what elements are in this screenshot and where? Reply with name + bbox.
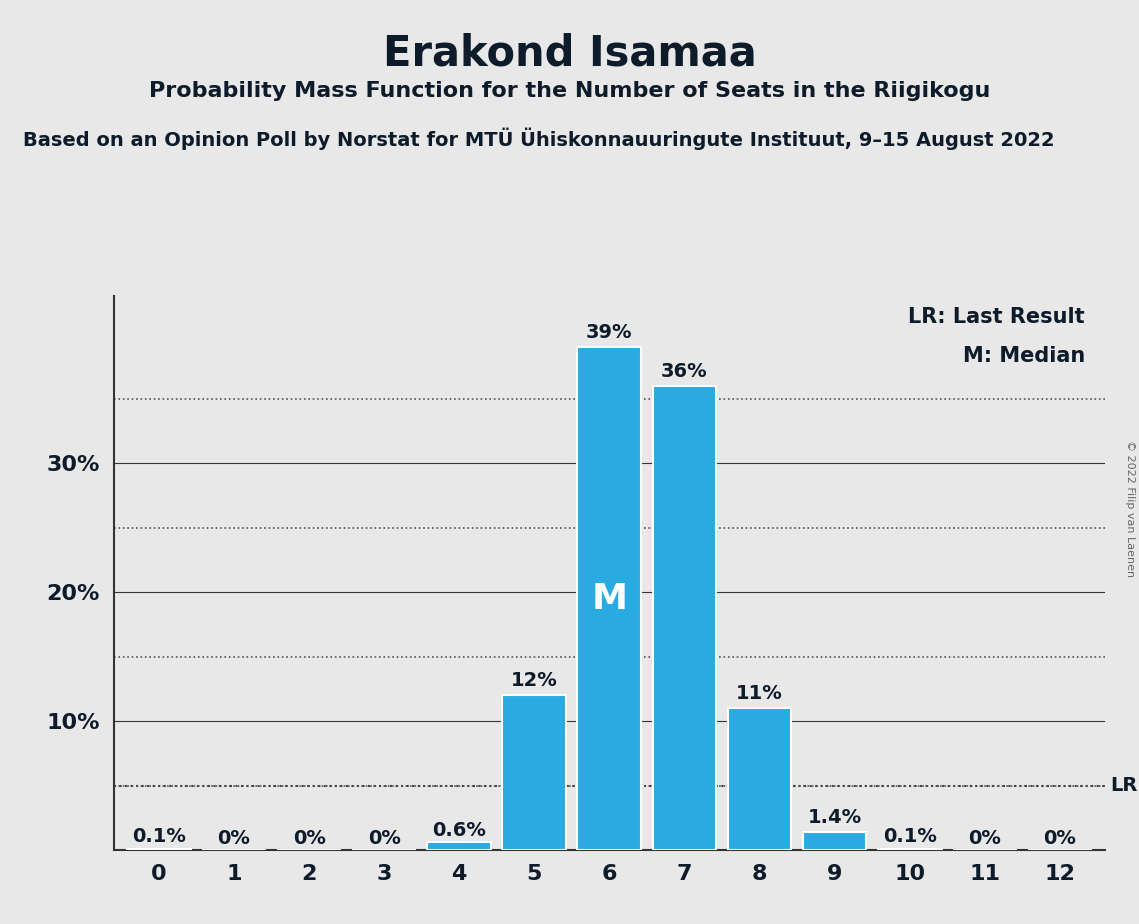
- Text: 0%: 0%: [368, 829, 401, 847]
- Text: 0.6%: 0.6%: [433, 821, 486, 840]
- Text: 0%: 0%: [1043, 829, 1076, 847]
- Text: 36%: 36%: [661, 362, 707, 381]
- Text: 12%: 12%: [511, 671, 558, 690]
- Text: M: M: [591, 582, 628, 615]
- Text: Probability Mass Function for the Number of Seats in the Riigikogu: Probability Mass Function for the Number…: [149, 81, 990, 102]
- Bar: [653, 386, 716, 850]
- Bar: [728, 709, 792, 850]
- Text: 0%: 0%: [968, 829, 1001, 847]
- Text: LR: Last Result: LR: Last Result: [909, 307, 1085, 327]
- Text: Based on an Opinion Poll by Norstat for MTÜ Ühiskonnauuringute Instituut, 9–15 A: Based on an Opinion Poll by Norstat for …: [23, 128, 1055, 150]
- Text: © 2022 Filip van Laenen: © 2022 Filip van Laenen: [1125, 440, 1134, 577]
- Bar: [878, 849, 942, 850]
- Bar: [427, 843, 491, 850]
- Text: Erakond Isamaa: Erakond Isamaa: [383, 32, 756, 74]
- Bar: [502, 696, 566, 850]
- Bar: [577, 347, 641, 850]
- Bar: [803, 832, 867, 850]
- Text: 0%: 0%: [293, 829, 326, 847]
- Text: 11%: 11%: [736, 684, 782, 703]
- Text: 0.1%: 0.1%: [883, 827, 936, 846]
- Text: 1.4%: 1.4%: [808, 808, 861, 827]
- Text: M: Median: M: Median: [962, 346, 1085, 366]
- Text: 0.1%: 0.1%: [132, 827, 186, 846]
- Text: 0%: 0%: [218, 829, 251, 847]
- Text: 39%: 39%: [587, 323, 632, 342]
- Bar: [128, 849, 191, 850]
- Text: LR: LR: [1109, 776, 1137, 796]
